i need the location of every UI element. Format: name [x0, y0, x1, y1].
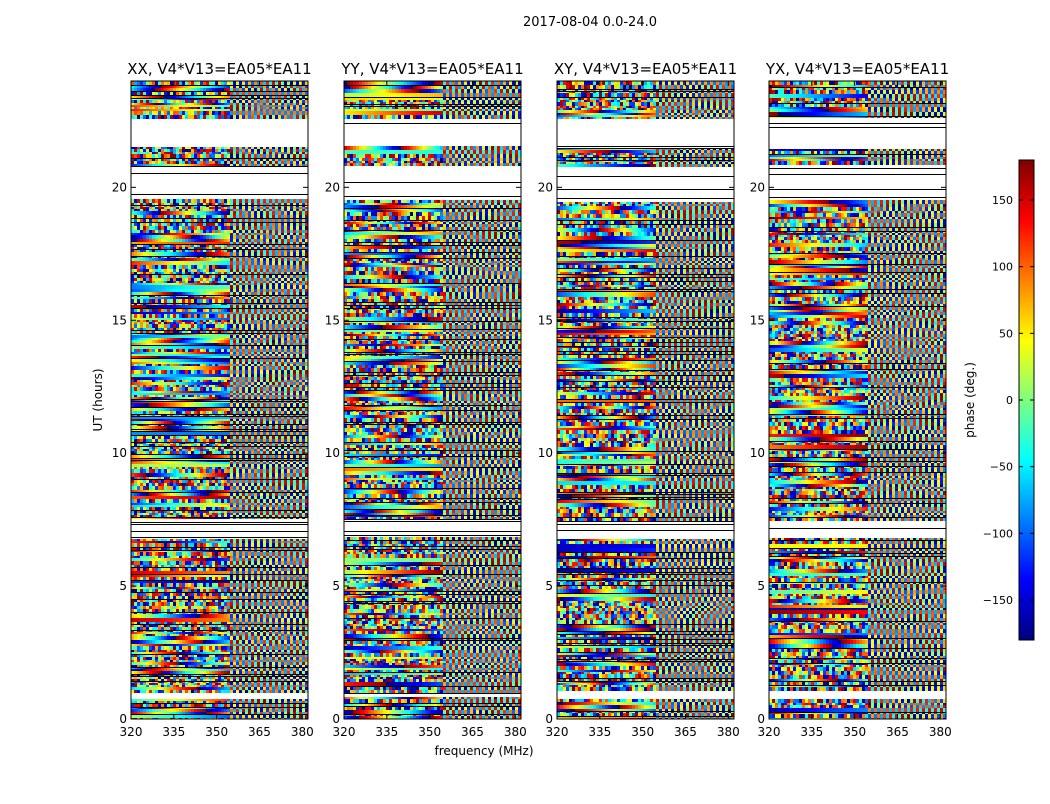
y-tick-label: 15: [112, 313, 127, 327]
y-tick-label: 5: [119, 579, 127, 593]
x-tick-label: 350: [418, 725, 441, 739]
x-tick-label: 380: [291, 725, 314, 739]
x-axis-label: frequency (MHz): [434, 744, 533, 758]
x-tick-label: 365: [886, 725, 909, 739]
x-tick-label: 335: [162, 725, 185, 739]
y-tick-label: 0: [332, 712, 340, 726]
panel-2: XY, V4*V13=EA05*EA11 320 335 350 365 380 0 5 10 1…: [538, 60, 740, 739]
y-tick-label: 15: [750, 313, 765, 327]
x-tick-label: 335: [800, 725, 823, 739]
colorbar-label: phase (deg.): [963, 362, 977, 438]
y-tick-label: 10: [112, 446, 127, 460]
colorbar-tick-label: 0: [1006, 394, 1013, 407]
y-tick-label: 10: [325, 446, 340, 460]
y-tick-label: 0: [119, 712, 127, 726]
x-tick-label: 380: [717, 725, 740, 739]
x-tick-label: 380: [504, 725, 527, 739]
y-tick-label: 0: [757, 712, 765, 726]
x-tick-label: 320: [333, 725, 356, 739]
colorbar-tick-label: 100: [992, 261, 1013, 274]
y-tick-label: 10: [538, 446, 553, 460]
x-tick-label: 335: [588, 725, 611, 739]
x-tick-label: 335: [375, 725, 398, 739]
colorbar-tick-label: −150: [983, 594, 1013, 607]
y-tick-label: 10: [750, 446, 765, 460]
y-tick-label: 5: [757, 579, 765, 593]
x-tick-label: 350: [205, 725, 228, 739]
y-tick-label: 20: [112, 180, 127, 194]
y-tick-label: 20: [325, 180, 340, 194]
x-tick-label: 350: [843, 725, 866, 739]
x-tick-label: 350: [631, 725, 654, 739]
x-tick-label: 380: [929, 725, 952, 739]
y-tick-label: 5: [332, 579, 340, 593]
y-tick-label: 0: [545, 712, 553, 726]
colorbar-tick-label: −50: [990, 461, 1013, 474]
phase-heatmap: [557, 81, 734, 721]
y-tick-label: 20: [538, 180, 553, 194]
y-tick-label: 5: [545, 579, 553, 593]
colorbar-tick-label: 150: [992, 194, 1013, 207]
y-tick-label: 15: [538, 313, 553, 327]
panel-title: YX, V4*V13=EA05*EA11: [765, 60, 949, 78]
phase-heatmap: [131, 81, 308, 720]
panel-title: XY, V4*V13=EA05*EA11: [554, 60, 737, 78]
x-tick-label: 320: [758, 725, 781, 739]
panel-0: XX, V4*V13=EA05*EA11 320 335 350 365 380 0 5 10 1…: [112, 60, 314, 739]
panel-title: XX, V4*V13=EA05*EA11: [127, 60, 311, 78]
panel-1: YY, V4*V13=EA05*EA11 320 335 350 365 380 0 5 10 1…: [325, 60, 527, 739]
y-tick-label: 20: [750, 180, 765, 194]
phase-heatmap: [344, 81, 521, 719]
panel-title: YY, V4*V13=EA05*EA11: [340, 60, 523, 78]
colorbar-tick-label: −100: [983, 527, 1013, 540]
colorbar-tick-label: 50: [999, 327, 1013, 340]
y-axis-label: UT (hours): [91, 368, 105, 431]
panel-3: YX, V4*V13=EA05*EA11 320 335 350 365 380 0 5 10 1…: [750, 60, 952, 739]
x-tick-label: 365: [461, 725, 484, 739]
x-tick-label: 320: [120, 725, 143, 739]
figure-title: 2017-08-04 0.0-24.0: [523, 15, 657, 30]
x-tick-label: 320: [546, 725, 569, 739]
x-tick-label: 365: [674, 725, 697, 739]
x-tick-label: 365: [248, 725, 271, 739]
phase-heatmap: [769, 81, 946, 721]
y-tick-label: 15: [325, 313, 340, 327]
